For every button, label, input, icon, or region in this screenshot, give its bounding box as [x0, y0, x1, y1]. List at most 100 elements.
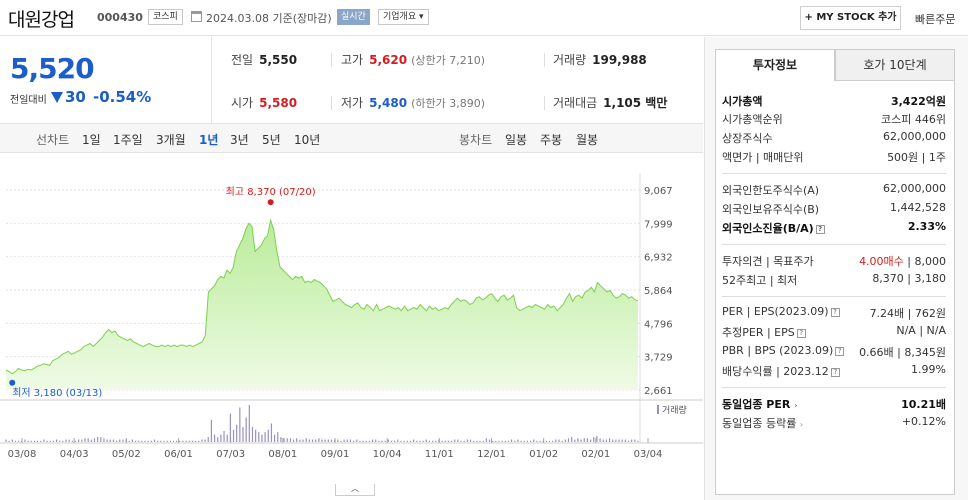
- volume-bar: [179, 440, 181, 442]
- volume-bar: [428, 440, 431, 442]
- row-opinion: 투자의견 | 목표주가 4.00매수 | 8,000: [722, 255, 946, 268]
- tab-1y[interactable]: 1년: [199, 133, 219, 147]
- volume-bar: [536, 440, 538, 442]
- volume-bar: [523, 440, 525, 442]
- tab-5y[interactable]: 5년: [262, 133, 281, 147]
- company-overview-dropdown[interactable]: 기업개요 ▾: [378, 9, 429, 25]
- row-sector-per[interactable]: 동일업종 PER › 10.21배: [722, 398, 946, 411]
- volume-bar: [176, 440, 178, 442]
- volume-bar: [150, 440, 152, 442]
- row-per: PER | EPS(2023.09)? 7.24배 | 762원: [722, 305, 946, 320]
- row-est-per: 추정PER | EPS? N/A | N/A: [722, 324, 946, 339]
- volume-bar: [542, 440, 544, 442]
- row-shares: 상장주식수 62,000,000: [722, 130, 946, 145]
- volume-bar: [375, 439, 377, 442]
- x-tick-label: 02/01: [581, 449, 610, 460]
- volume-bar: [131, 439, 133, 442]
- volume-bar: [261, 434, 263, 442]
- volume-bar: [201, 439, 203, 442]
- tab-monthly-candle[interactable]: 월봉: [576, 133, 599, 147]
- price-chart[interactable]: 9,067 7,999 6,932 5,864 4,796 3,729 2,661 03/0…: [0, 153, 703, 500]
- volume-bar: [482, 440, 484, 442]
- volume-bar: [548, 440, 551, 442]
- tab-1d[interactable]: 1일: [82, 133, 101, 147]
- volume-bar: [172, 440, 175, 442]
- volume-bar: [621, 439, 623, 442]
- tab-investment-info[interactable]: 투자정보: [715, 49, 835, 81]
- quick-order-link[interactable]: 빠른주문: [915, 13, 956, 26]
- volume-bar: [90, 439, 92, 442]
- volume-bar: [571, 437, 573, 442]
- chevron-down-icon: ▾: [419, 12, 424, 22]
- volume-bar: [264, 432, 266, 442]
- volume-bar: [327, 439, 329, 442]
- x-tick-label: 10/04: [373, 449, 402, 460]
- tab-1w[interactable]: 1주일: [113, 133, 143, 147]
- volume-bar: [596, 435, 598, 442]
- volume-bar: [618, 439, 620, 442]
- volume-bar: [400, 440, 402, 442]
- volume-bar: [457, 439, 459, 442]
- help-icon[interactable]: ?: [796, 329, 806, 338]
- volume-bar: [637, 440, 639, 442]
- volume-bar: [321, 439, 323, 442]
- volume-bar: [147, 440, 149, 442]
- volume-bar: [210, 419, 212, 442]
- volume-bar: [507, 440, 510, 442]
- volume-bar: [337, 439, 339, 442]
- volume-bar: [166, 440, 168, 442]
- stat-low: 저가 5,480 (하한가 3,890): [341, 96, 485, 110]
- volume-bar: [460, 440, 462, 442]
- volume-bar: [602, 439, 604, 442]
- volume-bar: [605, 439, 607, 442]
- help-icon[interactable]: ?: [815, 225, 825, 234]
- x-tick-label: 11/01: [425, 449, 454, 460]
- volume-bar: [37, 440, 39, 442]
- volume-bar: [586, 438, 589, 442]
- volume-bar: [226, 434, 228, 442]
- tab-10y[interactable]: 10년: [294, 133, 321, 147]
- help-icon[interactable]: ?: [830, 368, 840, 377]
- tab-3y[interactable]: 3년: [230, 133, 249, 147]
- tab-3m[interactable]: 3개월: [156, 133, 186, 147]
- stat-open: 시가 5,580: [231, 96, 298, 110]
- volume-bar: [466, 439, 468, 442]
- add-mystock-button[interactable]: + MY STOCK 추가: [800, 6, 901, 30]
- row-par-value: 액면가 | 매매단위 500원 | 1주: [722, 151, 946, 164]
- line-chart-label: 선차트: [36, 133, 70, 147]
- down-triangle-icon: [51, 92, 63, 103]
- volume-bar: [267, 429, 269, 442]
- volume-bar: [296, 438, 298, 442]
- volume-bar: [125, 439, 127, 442]
- change-percent: -0.54%: [93, 88, 152, 106]
- realtime-button[interactable]: 실시간: [337, 9, 370, 25]
- volume-bar: [539, 440, 541, 442]
- collapse-chart-button[interactable]: ︿: [335, 484, 375, 496]
- y-tick-label: 5,864: [644, 286, 673, 297]
- volume-bar: [87, 438, 89, 442]
- volume-bar: [498, 440, 500, 442]
- volume-bar: [473, 440, 475, 442]
- help-icon[interactable]: ?: [830, 308, 840, 317]
- volume-bar: [409, 440, 412, 442]
- volume-bar: [55, 439, 58, 442]
- tab-weekly-candle[interactable]: 주봉: [540, 133, 563, 147]
- volume-bar: [324, 439, 326, 442]
- volume-bar: [353, 440, 355, 442]
- volume-bar: [232, 429, 235, 442]
- volume-bar: [217, 437, 219, 442]
- x-tick-label: 04/03: [60, 449, 89, 460]
- volume-bar: [182, 440, 184, 442]
- volume-bar: [93, 438, 96, 442]
- y-tick-label: 9,067: [644, 186, 673, 197]
- y-tick-label: 3,729: [644, 353, 673, 364]
- volume-bar: [387, 439, 389, 442]
- price-line: [5, 218, 639, 375]
- volume-label: 거래량: [662, 404, 687, 416]
- row-sector-change[interactable]: 동일업종 등락률 › +0.12%: [722, 415, 946, 430]
- tab-daily-candle[interactable]: 일봉: [505, 133, 528, 147]
- tab-order-book[interactable]: 호가 10단계: [835, 49, 955, 81]
- volume-bar: [574, 439, 576, 442]
- volume-bar: [277, 432, 279, 442]
- help-icon[interactable]: ?: [835, 347, 845, 356]
